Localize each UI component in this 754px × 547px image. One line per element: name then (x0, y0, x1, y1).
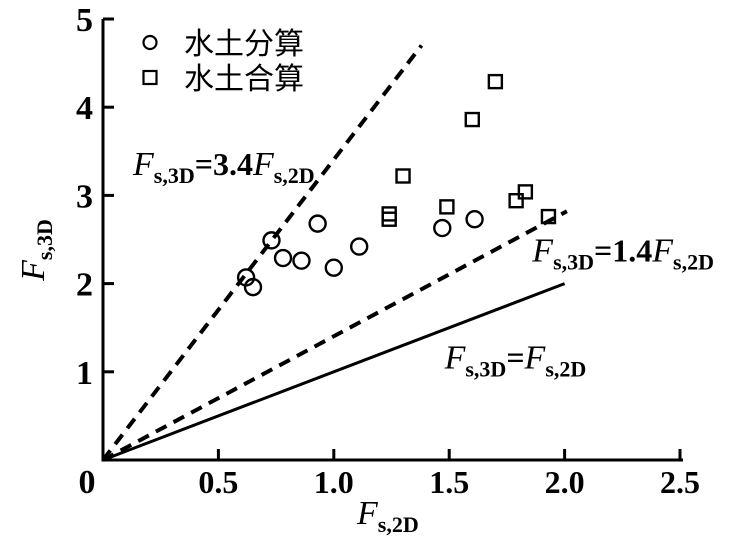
line-1p4 (102, 209, 568, 462)
point-circle (465, 210, 484, 229)
label-line-3p4: Fs,3D=3.4Fs,2D (132, 146, 315, 188)
x-tick-label: 0.5 (198, 464, 238, 500)
x-tick-label: 2.0 (545, 464, 585, 500)
point-circle (308, 214, 327, 233)
point-circle (273, 248, 293, 268)
x-tick-label: 2.5 (660, 464, 700, 500)
origin-tick-label: 0 (79, 464, 96, 501)
point-square (508, 192, 524, 209)
x-tick-label: 1.5 (429, 464, 469, 500)
y-axis-title: Fs,3D (15, 219, 57, 282)
legend-label: 水土分算 (184, 28, 304, 61)
line-3p4 (101, 44, 424, 462)
point-square (540, 208, 557, 225)
point-circle (324, 258, 343, 277)
point-square (464, 111, 480, 128)
point-circle (292, 251, 311, 270)
point-square (487, 73, 504, 90)
point-circle (433, 218, 452, 238)
point-square (381, 211, 397, 227)
point-square (439, 199, 455, 215)
y-tick-label: 5 (76, 2, 93, 39)
legend-item: 水土分算 (142, 28, 304, 61)
point-square (395, 168, 411, 184)
x-axis-title: Fs,2D (356, 495, 419, 537)
point-circle (243, 277, 263, 297)
point-square (381, 206, 397, 222)
point-circle (262, 231, 281, 250)
y-tick-label: 1 (76, 355, 93, 392)
label-line-identity: Fs,3D=Fs,2D (444, 339, 587, 381)
label-line-1p4: Fs,3D=1.4Fs,2D (531, 233, 714, 275)
axes-spine (101, 19, 683, 462)
y-tick-label: 4 (76, 90, 93, 127)
y-tick-label: 3 (76, 178, 93, 215)
legend-item: 水土合算 (142, 63, 304, 96)
point-circle (349, 237, 369, 256)
legend-square-marker (142, 69, 158, 86)
point-square (517, 184, 534, 200)
line-identity (102, 282, 566, 462)
y-tick-label: 2 (76, 267, 93, 304)
legend-circle-marker (142, 34, 158, 51)
legend-label: 水土合算 (184, 63, 304, 96)
x-tick-label: 1.0 (314, 464, 354, 500)
